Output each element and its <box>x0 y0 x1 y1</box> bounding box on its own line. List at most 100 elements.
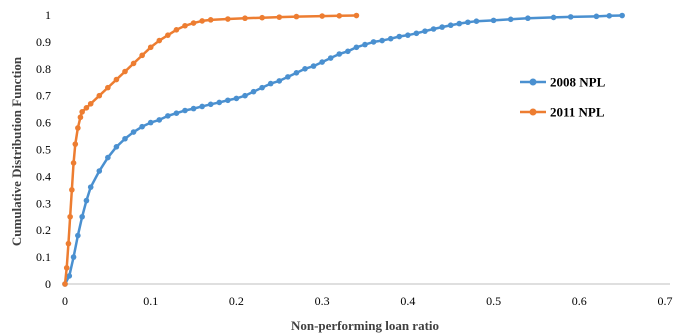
data-point <box>113 76 120 83</box>
data-point <box>465 19 471 26</box>
data-point <box>66 273 73 279</box>
data-point <box>83 197 90 204</box>
data-point <box>182 22 188 29</box>
data-point <box>336 51 343 57</box>
data-point <box>83 105 90 111</box>
legend-item: 2008 NPL <box>520 75 606 90</box>
y-tick-label: 0 <box>45 277 51 291</box>
data-point <box>413 30 420 37</box>
y-tick-label: 0.8 <box>36 62 51 76</box>
data-point <box>319 59 325 65</box>
data-point <box>173 27 180 33</box>
x-tick-label: 0.5 <box>486 294 501 308</box>
y-tick-label: 0.6 <box>36 116 51 130</box>
data-point <box>165 32 171 38</box>
data-point <box>233 95 240 102</box>
data-point <box>75 232 81 239</box>
data-point <box>75 125 81 131</box>
x-tick-labels: 0 0.1 0.2 0.3 0.4 0.5 0.6 0.7 <box>62 294 673 308</box>
legend-label: 2008 NPL <box>550 75 606 90</box>
data-point <box>439 24 445 30</box>
legend-label: 2011 NPL <box>550 105 605 120</box>
data-point <box>105 84 111 91</box>
data-point <box>250 88 257 95</box>
data-point <box>122 135 128 142</box>
data-point <box>190 20 197 26</box>
data-point <box>190 105 197 112</box>
data-point <box>319 13 325 19</box>
legend-item: 2011 NPL <box>520 105 605 120</box>
data-point <box>199 18 205 24</box>
data-point <box>353 44 360 51</box>
data-point <box>490 17 497 24</box>
data-point <box>430 26 437 32</box>
data-point <box>550 14 557 21</box>
x-tick-label: 0.6 <box>572 294 587 308</box>
data-point <box>259 14 265 21</box>
data-point <box>70 254 77 260</box>
x-axis-title: Non-performing loan ratio <box>291 318 439 333</box>
series-line <box>63 14 623 285</box>
data-point <box>507 16 514 23</box>
data-point <box>105 154 111 161</box>
data-point <box>113 144 120 150</box>
data-point <box>259 84 265 91</box>
data-point <box>242 92 248 99</box>
data-point <box>276 14 283 20</box>
data-point <box>619 12 625 19</box>
data-point <box>225 97 231 104</box>
data-point <box>293 70 300 76</box>
data-point <box>65 240 72 247</box>
data-point <box>310 63 317 69</box>
data-point <box>216 99 223 106</box>
data-point <box>70 160 77 166</box>
data-point <box>473 18 480 24</box>
data-point <box>147 44 154 51</box>
data-point <box>72 141 79 147</box>
y-axis-title: Cumulative Distribution Function <box>9 56 24 246</box>
y-tick-label: 0.4 <box>36 169 51 183</box>
data-point <box>96 168 103 174</box>
data-point <box>353 12 360 19</box>
x-tick-label: 0.4 <box>400 294 415 308</box>
data-point <box>405 32 411 38</box>
data-point <box>79 109 85 115</box>
data-point <box>87 100 94 107</box>
x-tick-label: 0.3 <box>315 294 330 308</box>
data-point <box>165 113 171 119</box>
data-point <box>67 213 73 220</box>
data-point <box>69 187 75 193</box>
data-point <box>345 48 351 55</box>
data-point <box>396 33 403 40</box>
data-point <box>567 14 574 20</box>
data-point <box>182 107 188 114</box>
data-point <box>276 78 283 84</box>
data-point <box>156 37 163 44</box>
x-tick-label: 0.1 <box>143 294 158 308</box>
data-point <box>447 22 454 29</box>
y-tick-label: 0.2 <box>36 223 51 237</box>
legend: 2008 NPL 2011 NPL <box>520 75 606 120</box>
y-tick-label: 1 <box>45 8 51 22</box>
data-point <box>130 60 137 67</box>
y-tick-label: 0.5 <box>36 143 51 157</box>
series-0 <box>62 12 625 287</box>
y-tick-label: 0.7 <box>36 89 51 103</box>
x-tick-label: 0.7 <box>658 294 673 308</box>
data-point <box>199 103 205 110</box>
series-layer <box>62 12 625 287</box>
data-point <box>79 213 85 220</box>
data-point <box>606 13 613 19</box>
data-point <box>147 119 154 126</box>
data-point <box>156 117 163 123</box>
data-point <box>285 74 291 80</box>
legend-swatch-marker <box>529 108 537 116</box>
y-tick-label: 0.9 <box>36 35 51 49</box>
data-point <box>173 110 180 116</box>
data-point <box>139 123 145 130</box>
data-point <box>302 66 308 72</box>
x-tick-label: 0 <box>62 294 68 308</box>
data-point <box>327 55 334 61</box>
